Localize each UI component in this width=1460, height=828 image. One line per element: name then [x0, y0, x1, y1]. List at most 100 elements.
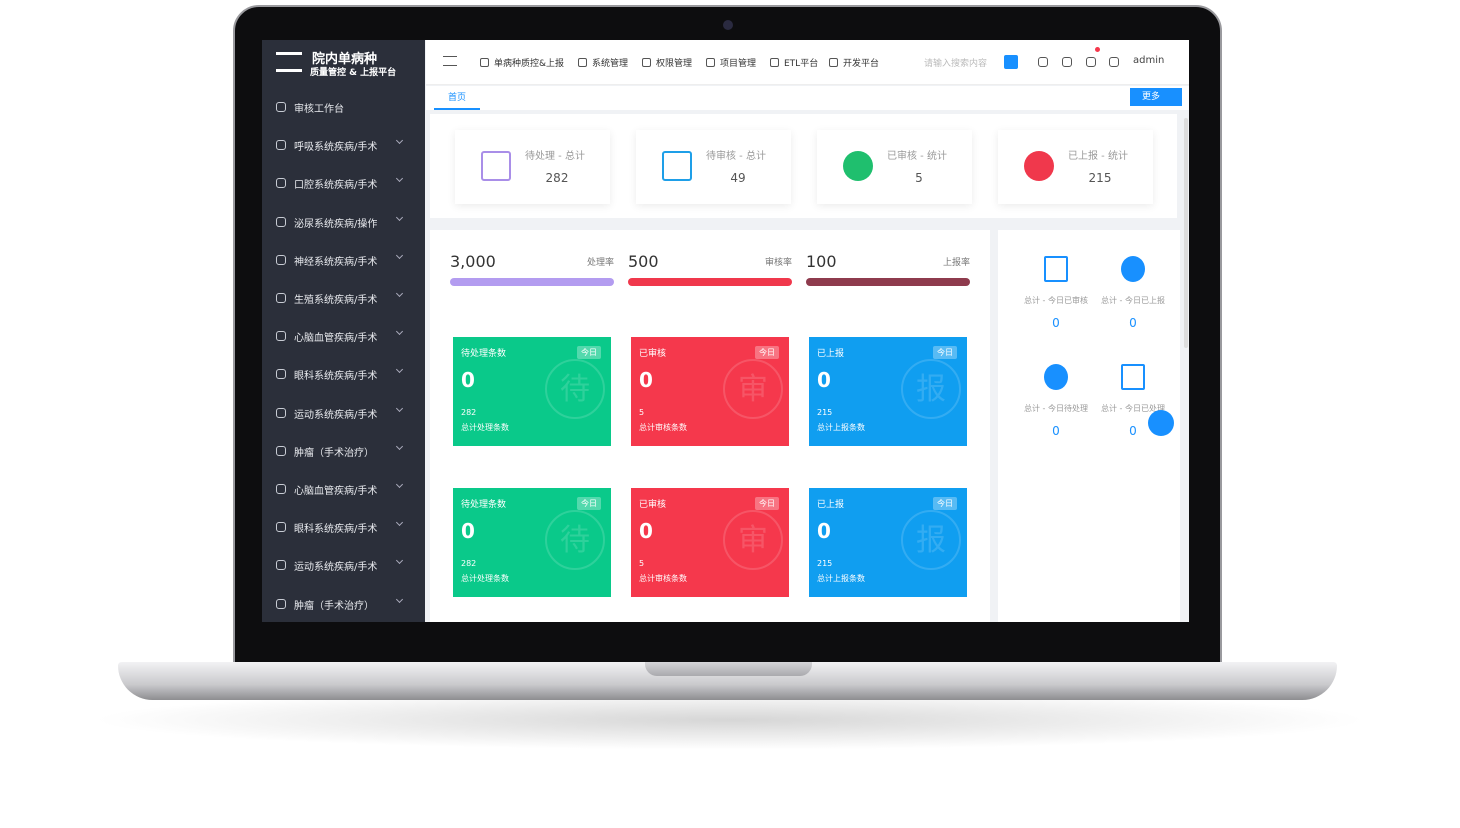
- tab[interactable]: 首页: [434, 86, 480, 110]
- tile-big: 0: [461, 519, 475, 543]
- stat-value: 5: [915, 171, 923, 185]
- tile-footer: 总计处理条数: [461, 423, 509, 432]
- stat-card: 待审核 - 总计 49: [636, 130, 791, 204]
- sidebar-item[interactable]: 审核工作台: [262, 96, 425, 120]
- metric-value: 500: [628, 252, 659, 271]
- sidebar-label: 审核工作台: [294, 104, 344, 115]
- logo-subtitle: 质量管控 & 上报平台: [310, 68, 397, 78]
- sidebar-icon: [276, 407, 286, 418]
- nav-icon: [829, 58, 838, 67]
- stat-icon: [481, 151, 511, 181]
- tile-watermark: 报: [901, 359, 961, 419]
- today-icon: [1121, 256, 1145, 282]
- sidebar-label: 运动系统疾病/手术: [294, 409, 378, 421]
- search-input[interactable]: 请输入搜索内容: [924, 59, 988, 69]
- metric-label: 处理率: [586, 258, 614, 268]
- chevron: [395, 175, 404, 183]
- tile-watermark: 报: [901, 510, 961, 570]
- tile-big: 0: [639, 519, 653, 543]
- chevron: [395, 442, 404, 450]
- nav-icon: [642, 58, 651, 67]
- toolbar-icon[interactable]: [1062, 57, 1072, 67]
- sidebar-item[interactable]: 眼科系统疾病/手术: [262, 363, 425, 387]
- tile-count: 5: [639, 408, 645, 417]
- sidebar-label: 泌尿系统疾病/操作: [294, 218, 378, 230]
- stat-label: 已审核 - 统计: [887, 151, 947, 162]
- toolbar-icon[interactable]: [1109, 57, 1119, 67]
- sidebar-item[interactable]: 肿瘤（手术治疗）: [262, 593, 425, 617]
- toolbar-icon[interactable]: [1086, 57, 1096, 67]
- nav-icon: [578, 58, 587, 67]
- logo-icon: [276, 52, 302, 72]
- nav-label: 开发平台: [843, 59, 880, 69]
- tile-title: 已审核: [639, 500, 667, 510]
- chevron: [395, 480, 404, 489]
- sidebar-item[interactable]: 心脑血管疾病/手术: [262, 325, 425, 349]
- today-label: 总计 - 今日已上报: [1101, 296, 1165, 305]
- stat-icon: [1024, 151, 1054, 181]
- tile-footer: 总计审核条数: [639, 574, 687, 583]
- nav-label: 项目管理: [720, 59, 757, 69]
- nav-icon: [480, 58, 489, 67]
- tab-bar: 首页 更多: [426, 86, 1189, 110]
- tile-footer: 总计上报条数: [817, 574, 865, 583]
- nav-icon: [706, 58, 715, 67]
- metric-bar: [450, 278, 614, 286]
- camera-button[interactable]: [1148, 410, 1174, 436]
- tile-count: 282: [461, 559, 477, 568]
- tile-big: 0: [461, 368, 475, 392]
- summary-tile: 报 已上报 今日 0 215 总计上报条数: [809, 488, 967, 597]
- search-button[interactable]: [1004, 55, 1018, 69]
- menu-toggle[interactable]: [443, 56, 457, 66]
- tile-badge: 今日: [933, 346, 957, 359]
- stat-label: 待审核 - 总计: [706, 151, 766, 162]
- tile-footer: 总计审核条数: [639, 423, 687, 432]
- sidebar-item[interactable]: 心脑血管疾病/手术: [262, 478, 425, 502]
- sidebar-item[interactable]: 肿瘤（手术治疗）: [262, 440, 425, 464]
- sidebar-item[interactable]: 神经系统疾病/手术: [262, 249, 425, 273]
- stat-value: 282: [545, 171, 569, 185]
- today-icon: [1044, 364, 1068, 390]
- tile-count: 5: [639, 559, 645, 568]
- nav-icon: [770, 58, 779, 67]
- sidebar-item[interactable]: 泌尿系统疾病/操作: [262, 211, 425, 235]
- sidebar-item[interactable]: 运动系统疾病/手术: [262, 402, 425, 426]
- user-menu[interactable]: admin: [1133, 55, 1165, 66]
- metrics-panel: 3,000 处理率 500 审核率 100 上报率待待处理条数 今日 0 282 总计处理条数审已…: [430, 230, 990, 622]
- summary-tile: 报 已上报 今日 0 215 总计上报条数: [809, 337, 967, 446]
- toolbar-icon[interactable]: [1038, 57, 1048, 67]
- scrollbar: [1184, 118, 1188, 348]
- sidebar-icon: [276, 254, 286, 265]
- sidebar-label: 呼吸系统疾病/手术: [294, 142, 378, 154]
- sidebar-item[interactable]: 口腔系统疾病/手术: [262, 172, 425, 196]
- stat-icon: [843, 151, 873, 181]
- tile-badge: 今日: [755, 497, 779, 510]
- sidebar-label: 心脑血管疾病/手术: [294, 486, 378, 497]
- tile-badge: 今日: [577, 497, 601, 510]
- more-button[interactable]: 更多: [1130, 88, 1182, 106]
- tile-footer: 总计上报条数: [817, 423, 865, 432]
- sidebar-item[interactable]: 呼吸系统疾病/手术: [262, 134, 425, 158]
- sidebar-item[interactable]: 眼科系统疾病/手术: [262, 516, 425, 540]
- sidebar-label: 口腔系统疾病/手术: [294, 180, 378, 192]
- chevron: [395, 404, 404, 412]
- sidebar-item[interactable]: 运动系统疾病/手术: [262, 554, 425, 578]
- chevron: [395, 519, 404, 527]
- tile-big: 0: [639, 368, 653, 392]
- tile-count: 215: [817, 408, 833, 417]
- stat-label: 待处理 - 总计: [525, 151, 585, 162]
- sidebar-icon: [276, 102, 286, 112]
- today-value: 0: [1129, 424, 1137, 438]
- tile-title: 待处理条数: [461, 349, 507, 359]
- tile-count: 282: [461, 408, 477, 417]
- chevron: [395, 137, 404, 145]
- sidebar-label: 肿瘤（手术治疗）: [294, 600, 374, 612]
- sidebar-icon: [276, 140, 286, 151]
- tile-watermark: 待: [545, 510, 605, 570]
- stat-icon: [662, 151, 692, 181]
- top-bar: 单病种质控&上报 系统管理 权限管理 项目管理 ETL平台 开发平台 请输入搜索内容 admi…: [426, 40, 1189, 85]
- sidebar-item[interactable]: 生殖系统疾病/手术: [262, 287, 425, 311]
- today-value: 0: [1052, 316, 1060, 330]
- sidebar-icon: [276, 484, 286, 494]
